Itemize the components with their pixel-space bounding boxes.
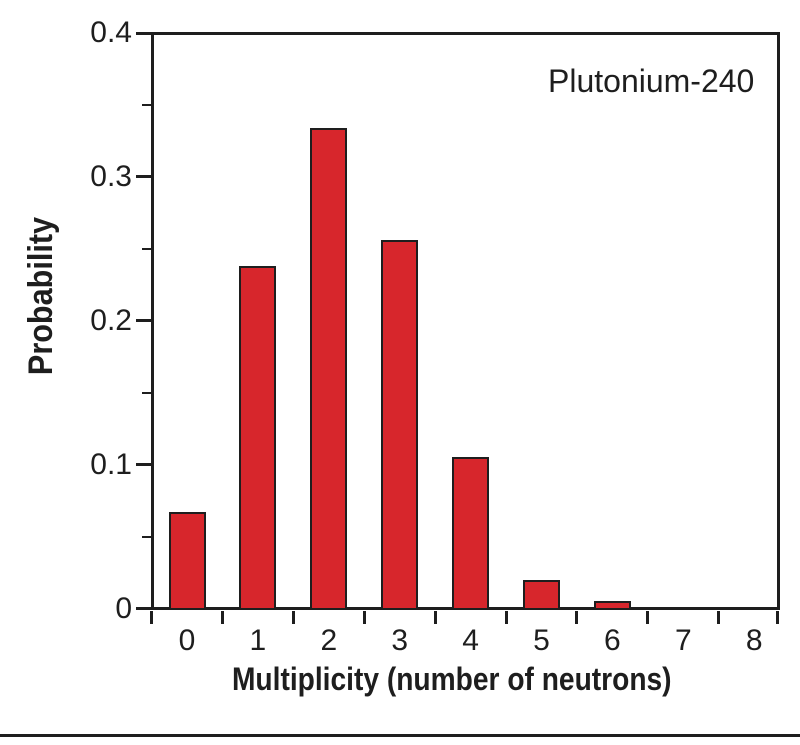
- x-axis-tick: [433, 611, 437, 624]
- y-axis-tick: [136, 463, 151, 467]
- bar-multiplicity-6: [593, 601, 631, 608]
- x-axis-tick: [150, 611, 153, 624]
- plot-frame: [151, 32, 780, 610]
- x-axis-tick: [291, 611, 295, 624]
- y-axis-tick: [136, 319, 151, 323]
- y-tick-label: 0: [115, 591, 132, 625]
- y-axis-tick: [136, 31, 151, 35]
- x-axis-tick: [220, 611, 224, 624]
- x-axis-tick: [362, 611, 366, 624]
- x-tick-label: 4: [462, 624, 479, 657]
- series-annotation: Plutonium-240: [548, 63, 755, 99]
- x-tick-label: 0: [178, 624, 196, 657]
- y-axis-tick: [136, 175, 151, 179]
- x-tick-label: 1: [249, 624, 267, 657]
- bottom-divider: [0, 734, 800, 737]
- y-axis-tick: [136, 607, 151, 610]
- y-tick-label: 0.1: [90, 447, 132, 481]
- x-tick-label: 2: [320, 624, 338, 657]
- y-tick-label: 0.3: [90, 159, 132, 193]
- y-axis-minor-tick: [142, 535, 151, 538]
- y-tick-label: 0.2: [90, 303, 132, 337]
- y-tick-label: 0.4: [90, 16, 132, 49]
- x-axis-tick: [717, 611, 721, 624]
- x-tick-label: 3: [391, 624, 409, 657]
- x-axis-tick: [575, 611, 579, 624]
- y-axis-title: Probability: [22, 216, 60, 376]
- x-tick-label: 6: [604, 624, 621, 657]
- bar-multiplicity-1: [239, 266, 277, 608]
- bar-multiplicity-2: [310, 127, 348, 608]
- y-axis-minor-tick: [142, 247, 151, 250]
- bar-multiplicity-4: [452, 457, 490, 608]
- x-axis-tick: [646, 611, 650, 624]
- y-axis-minor-tick: [142, 103, 151, 106]
- y-axis-minor-tick: [142, 391, 151, 394]
- x-axis-tick: [776, 611, 779, 624]
- x-tick-label: 8: [745, 624, 763, 657]
- x-tick-label: 7: [674, 624, 692, 657]
- x-axis-title: Multiplicity (number of neutrons): [138, 661, 766, 698]
- bar-multiplicity-3: [381, 240, 419, 608]
- bar-multiplicity-5: [523, 579, 560, 608]
- bar-multiplicity-0: [168, 512, 206, 608]
- x-axis-title-text: Multiplicity (number of neutrons): [232, 661, 672, 697]
- x-tick-label: 5: [533, 624, 550, 657]
- x-axis-tick: [504, 611, 508, 624]
